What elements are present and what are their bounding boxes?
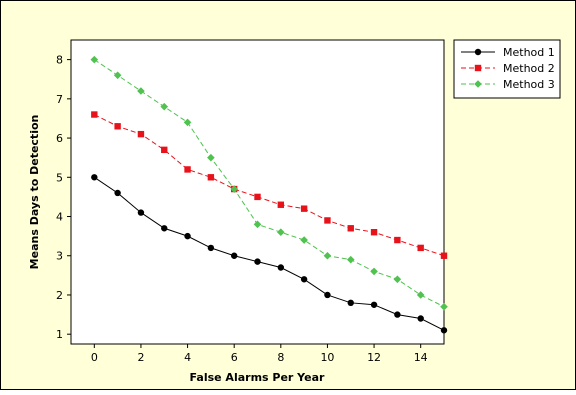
series-1-point: [300, 276, 308, 283]
y-tick-label: 5: [56, 171, 63, 184]
series-3-point: [393, 275, 402, 284]
series-3-point: [113, 71, 122, 80]
x-tick-label: 0: [91, 351, 98, 364]
series-1-point: [114, 189, 121, 197]
legend-box: [453, 39, 561, 99]
series-2-point: [161, 146, 168, 154]
series-2-point: [91, 111, 98, 118]
y-axis-title: Means Days to Detection: [28, 115, 41, 270]
series-3-point: [440, 302, 448, 311]
legend-marker: [474, 48, 482, 56]
series-2-point: [440, 252, 448, 259]
series-1-line: [94, 176, 445, 331]
series-3-point: [207, 153, 215, 162]
series-2-point: [370, 229, 378, 236]
y-tick-label: 1: [56, 328, 63, 341]
series-1-point: [324, 291, 331, 299]
x-axis: 0 2 4 6 8 10 12 14: [91, 344, 428, 364]
legend-label: Method 2: [503, 62, 555, 75]
y-tick-label: 8: [56, 54, 63, 67]
series-3-point: [230, 185, 238, 193]
series-3-point: [277, 228, 285, 237]
series-1-point: [370, 301, 378, 308]
series-1-point: [394, 311, 401, 318]
series-3-point: [300, 236, 308, 244]
legend: Method 1 Method 2 Method 3: [453, 39, 561, 99]
y-tick-label: 2: [56, 289, 63, 302]
series-layer: [90, 55, 448, 334]
series-3-point: [253, 220, 262, 229]
series-3-point: [90, 55, 99, 64]
series-2-point: [347, 225, 354, 232]
series-2-point: [417, 244, 424, 252]
y-axis: 1 2 3 4 5 6 7 8: [56, 54, 71, 341]
series-2-point: [277, 201, 285, 208]
series-2-point: [394, 236, 401, 244]
series-1-point: [230, 252, 238, 259]
series-3-point: [137, 87, 145, 95]
legend-marker: [474, 80, 482, 88]
series-2-point: [114, 123, 121, 130]
x-axis-title: False Alarms Per Year: [190, 371, 325, 384]
series-1-point: [254, 258, 261, 265]
y-tick-label: 4: [56, 211, 63, 224]
series-1-point: [91, 174, 98, 181]
series-3-point: [183, 118, 192, 127]
legend-label: Method 1: [503, 46, 555, 59]
x-tick-label: 2: [137, 351, 144, 364]
series-3-point: [346, 255, 355, 264]
series-2-point: [137, 130, 145, 138]
series-1: [91, 174, 448, 334]
y-tick-label: 7: [56, 93, 63, 106]
x-tick-label: 4: [184, 351, 191, 364]
series-1-point: [277, 264, 285, 271]
series-1-point: [137, 209, 145, 216]
series-3-point: [160, 102, 169, 111]
series-1-point: [417, 315, 424, 322]
series-3-line: [94, 59, 445, 308]
x-tick-label: 10: [320, 351, 334, 364]
series-3: [90, 55, 448, 311]
x-tick-label: 8: [277, 351, 284, 364]
x-tick-label: 12: [367, 351, 381, 364]
series-1-point: [347, 299, 354, 307]
series-3-point: [323, 251, 332, 260]
series-3-point: [416, 291, 425, 299]
x-tick-label: 6: [231, 351, 238, 364]
y-tick-label: 6: [56, 132, 63, 145]
series-1-point: [207, 244, 215, 252]
plot-area: [70, 39, 445, 345]
series-3-point: [370, 267, 378, 276]
series-2-point: [207, 174, 215, 181]
series-2-point: [184, 166, 191, 173]
series-1-point: [440, 327, 448, 334]
series-2-line: [94, 114, 445, 257]
y-tick-label: 3: [56, 250, 63, 263]
series-1-point: [161, 225, 168, 232]
series-2-point: [324, 217, 331, 224]
series-2-point: [300, 205, 308, 212]
legend-marker: [474, 64, 482, 72]
series-1-point: [184, 232, 191, 240]
legend-label: Method 3: [503, 78, 555, 91]
series-2-point: [254, 193, 261, 201]
x-tick-label: 14: [414, 351, 428, 364]
